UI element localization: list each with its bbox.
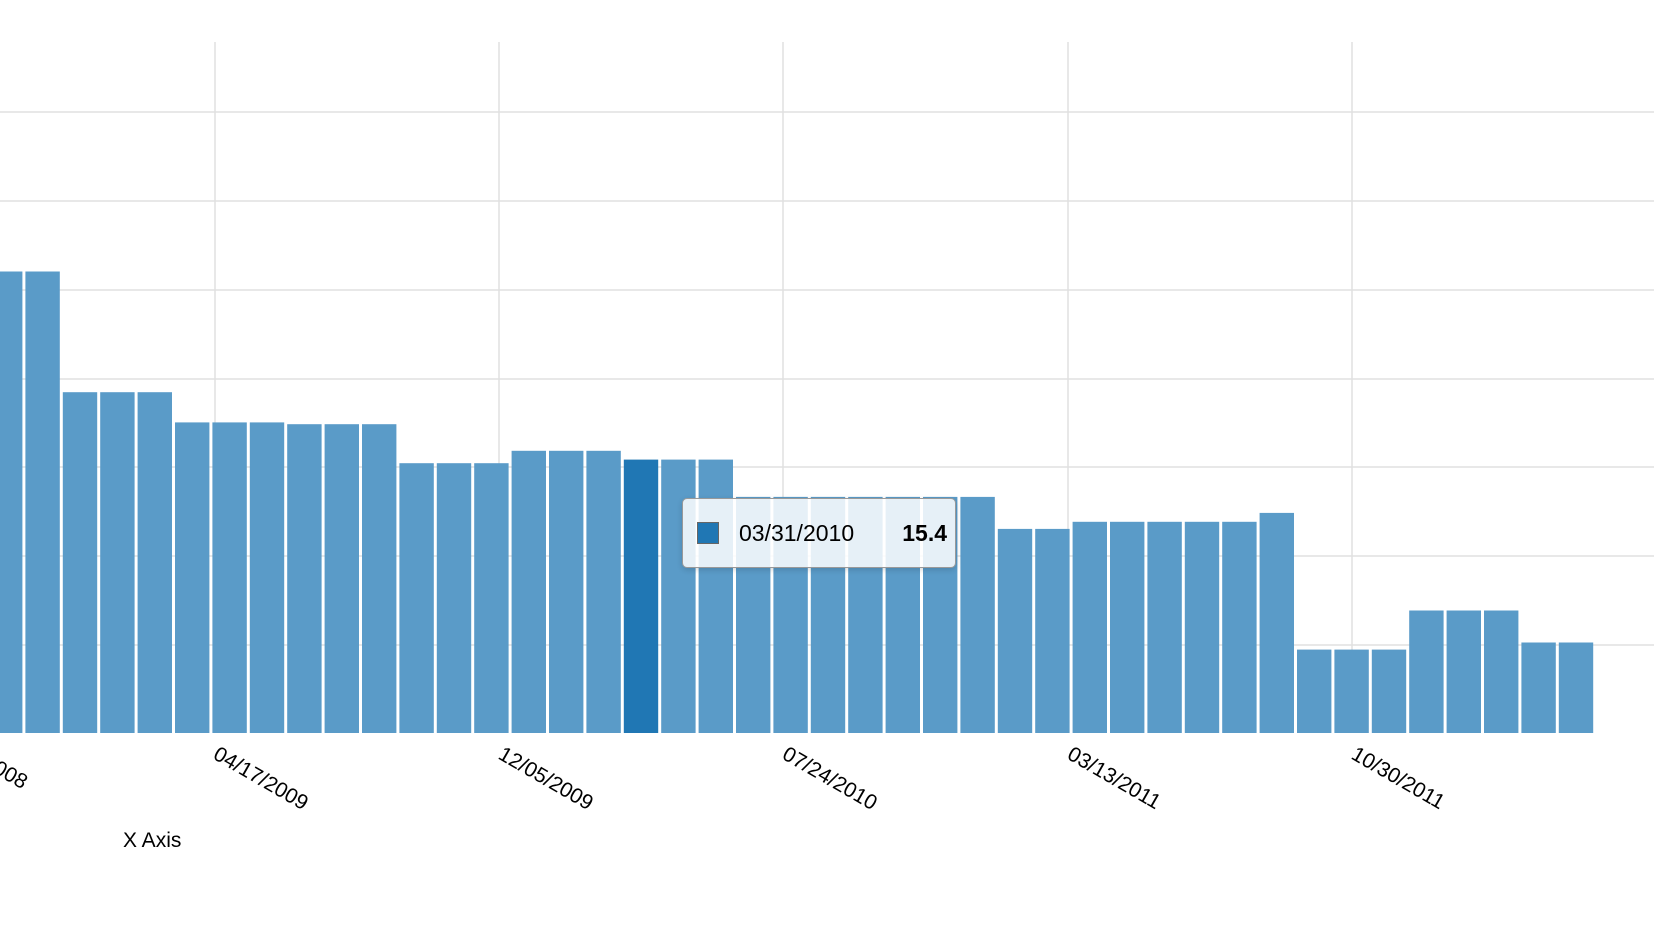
tooltip: 03/31/2010 15.4 [682, 498, 956, 568]
bar[interactable] [1222, 521, 1257, 733]
bars [0, 271, 1594, 734]
bar[interactable] [511, 450, 546, 733]
bar[interactable] [1409, 610, 1444, 734]
bar[interactable] [212, 422, 247, 733]
x-axis-ticks: 008 04/17/2009 12/05/2009 07/24/2010 03/… [0, 742, 1449, 814]
bar[interactable] [0, 271, 23, 734]
x-tick-label: 04/17/2009 [210, 742, 313, 814]
bar[interactable] [474, 463, 509, 733]
x-tick-label: 10/30/2011 [1348, 742, 1449, 814]
tooltip-date: 03/31/2010 [739, 519, 855, 546]
bar[interactable] [997, 528, 1033, 733]
bar[interactable] [324, 424, 359, 733]
tooltip-value: 15.4 [902, 519, 947, 546]
bar[interactable] [1184, 521, 1220, 733]
bar[interactable] [249, 422, 285, 733]
bar[interactable] [399, 463, 434, 733]
tooltip-swatch [697, 522, 719, 544]
bar[interactable] [1371, 649, 1407, 733]
x-tick-label: 12/05/2009 [495, 742, 598, 814]
bar[interactable] [1072, 521, 1107, 733]
bar-highlighted[interactable] [623, 459, 659, 733]
bar[interactable] [1259, 512, 1294, 733]
bar[interactable] [586, 450, 621, 733]
bar[interactable] [25, 271, 60, 734]
bar[interactable] [62, 392, 98, 733]
bar[interactable] [100, 392, 135, 733]
bar[interactable] [362, 424, 397, 733]
bar[interactable] [137, 392, 172, 733]
bar[interactable] [1484, 610, 1519, 734]
x-tick-label: 03/13/2011 [1064, 742, 1165, 814]
bar[interactable] [1147, 521, 1182, 733]
bar[interactable] [1334, 649, 1369, 733]
bar[interactable] [287, 424, 322, 733]
bar[interactable] [1035, 528, 1070, 733]
bar[interactable] [175, 422, 210, 733]
bar[interactable] [1558, 642, 1594, 734]
bar[interactable] [1110, 521, 1145, 733]
bar[interactable] [1446, 610, 1481, 734]
x-axis-title: X Axis [123, 829, 181, 852]
x-tick-label: 07/24/2010 [779, 742, 882, 814]
bar[interactable] [549, 450, 584, 733]
bar[interactable] [1297, 649, 1332, 733]
bar[interactable] [1521, 642, 1556, 734]
x-tick-label: 008 [0, 756, 31, 793]
bar[interactable] [436, 463, 472, 733]
bar[interactable] [960, 496, 995, 733]
